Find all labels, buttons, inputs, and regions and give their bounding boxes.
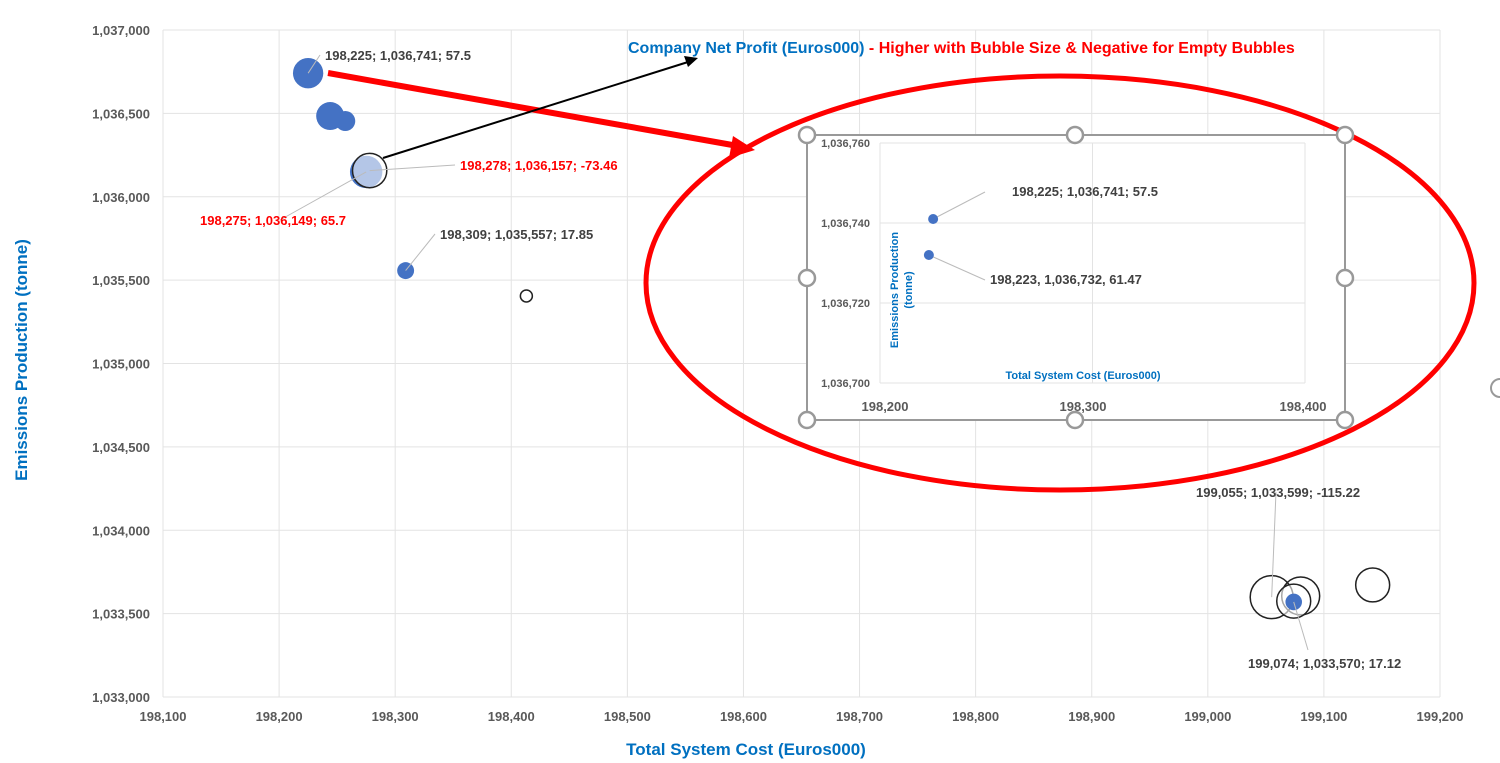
inset-y-title-line2: (tonne)	[903, 271, 915, 309]
y-tick-label: 1,037,000	[92, 23, 150, 38]
annotation-title-red: - Higher with Bubble Size & Negative for…	[864, 40, 1294, 57]
leader-line	[405, 233, 436, 271]
x-tick-label: 198,100	[140, 709, 187, 724]
inset-leader-line	[928, 254, 986, 281]
inset-x-tick-label: 198,300	[1060, 399, 1107, 414]
leader-line	[307, 54, 321, 74]
x-axis-title: Total System Cost (Euros000)	[626, 740, 866, 759]
x-tick-label: 198,800	[952, 709, 999, 724]
inset-bubble	[928, 214, 939, 224]
x-tick-label: 198,300	[372, 709, 419, 724]
y-tick-label: 1,033,500	[92, 607, 150, 622]
data-label: 198,225; 1,036,741; 57.5	[325, 48, 471, 63]
highlight-ellipse	[643, 73, 1477, 493]
x-tick-label: 198,900	[1068, 709, 1115, 724]
inset-y-axis-title: Emissions Production (tonne)	[889, 232, 915, 348]
resize-handle[interactable]	[1335, 268, 1355, 288]
x-tick-label: 198,400	[488, 709, 535, 724]
inset-y-tick-label: 1,036,720	[821, 298, 870, 310]
inset-y-title-line1: Emissions Production	[889, 232, 901, 348]
x-tick-label: 199,200	[1417, 709, 1464, 724]
tick-labels: 198,100 198,200 198,300 198,400 198,500 198,6…	[92, 23, 1463, 724]
inset-data-label: 198,223, 1,036,732, 61.47	[990, 272, 1142, 287]
empty-bubble	[1354, 567, 1391, 603]
empty-bubble	[519, 289, 534, 303]
red-arrow	[327, 70, 739, 149]
inset-bubble	[923, 250, 934, 260]
annotation-title: Company Net Profit (Euros000) - Higher w…	[628, 40, 1295, 57]
data-labels: 198,225; 1,036,741; 57.5 198,275; 1,036,1…	[200, 48, 1401, 671]
y-tick-label: 1,036,500	[92, 106, 150, 121]
leader-line	[369, 164, 456, 172]
red-arrowhead	[729, 136, 755, 158]
leader-line	[1293, 601, 1309, 651]
resize-handle[interactable]	[797, 125, 817, 145]
resize-handle[interactable]	[797, 268, 817, 288]
y-tick-label: 1,034,000	[92, 523, 150, 538]
y-tick-label: 1,033,000	[92, 690, 150, 705]
inset-y-tick-label: 1,036,760	[821, 138, 870, 150]
selection-handles[interactable]	[797, 125, 1355, 430]
black-arrowhead	[684, 56, 698, 67]
resize-handle[interactable]	[797, 410, 817, 430]
inset-x-axis-title: Total System Cost (Euros000)	[1005, 370, 1160, 382]
resize-handle[interactable]	[1065, 125, 1085, 145]
y-tick-label: 1,034,500	[92, 440, 150, 455]
offscreen-bubble	[1490, 378, 1500, 398]
leader-line	[279, 171, 367, 221]
x-tick-label: 198,700	[836, 709, 883, 724]
resize-handle[interactable]	[1335, 125, 1355, 145]
inset-y-tick-label: 1,036,740	[821, 218, 870, 230]
inset-data-label: 198,225; 1,036,741; 57.5	[1012, 184, 1158, 199]
x-tick-label: 198,600	[720, 709, 767, 724]
resize-handle[interactable]	[1065, 410, 1085, 430]
data-label: 198,275; 1,036,149; 65.7	[200, 213, 346, 228]
y-tick-label: 1,035,500	[92, 273, 150, 288]
inset-chart: 198,200 198,300 198,400 1,036,700 1,036,720 1…	[797, 125, 1355, 430]
x-tick-label: 199,000	[1184, 709, 1231, 724]
data-label: 199,055; 1,033,599; -115.22	[1196, 485, 1360, 500]
annotation-title-blue: Company Net Profit (Euros000)	[628, 40, 864, 57]
y-tick-label: 1,036,000	[92, 190, 150, 205]
inset-y-tick-label: 1,036,700	[821, 378, 870, 390]
resize-handle[interactable]	[1335, 410, 1355, 430]
filled-bubble	[335, 111, 356, 132]
inset-leader-line	[932, 191, 986, 220]
leader-line	[1271, 491, 1277, 598]
data-label: 198,309; 1,035,557; 17.85	[440, 227, 593, 242]
black-arrow	[382, 61, 689, 159]
annotation: Company Net Profit (Euros000) - Higher w…	[327, 40, 1477, 493]
inset-x-tick-label: 198,400	[1280, 399, 1327, 414]
data-label: 199,074; 1,033,570; 17.12	[1248, 656, 1401, 671]
x-tick-label: 199,100	[1300, 709, 1347, 724]
y-axis-title: Emissions Production (tonne)	[12, 239, 31, 481]
data-label: 198,278; 1,036,157; -73.46	[460, 158, 618, 173]
inset-x-tick-label: 198,200	[862, 399, 909, 414]
x-tick-label: 198,200	[256, 709, 303, 724]
x-tick-label: 198,500	[604, 709, 651, 724]
y-tick-label: 1,035,000	[92, 357, 150, 372]
